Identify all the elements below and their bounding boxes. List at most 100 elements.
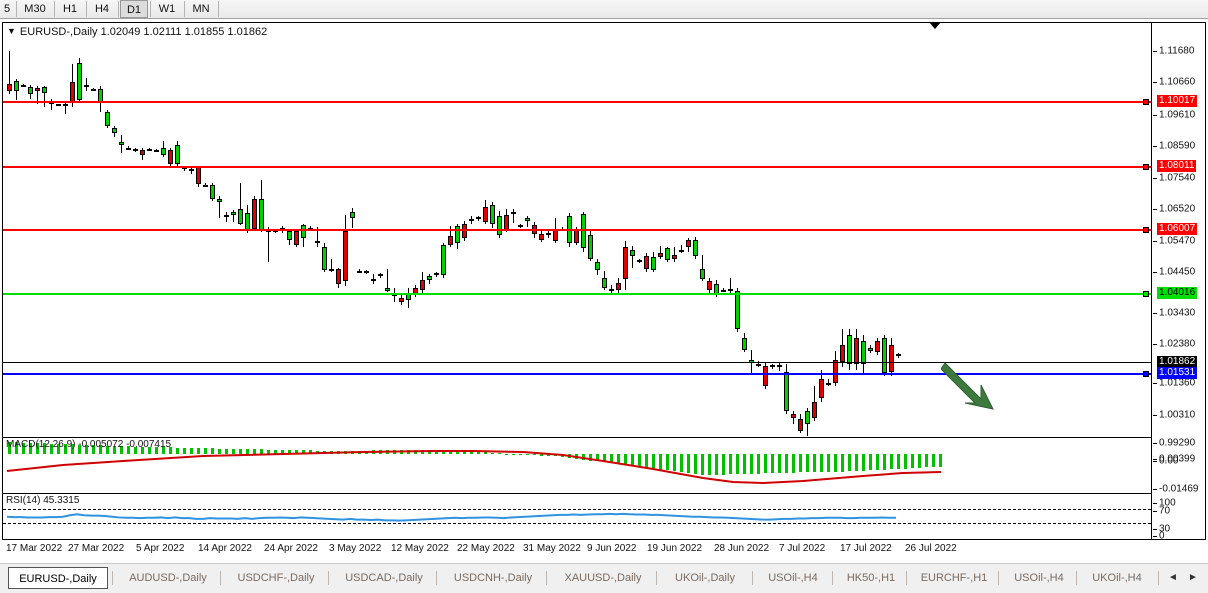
macd-histogram-bar — [274, 449, 277, 454]
chart-tab-xauusd--daily[interactable]: XAUUSD-,Daily — [564, 572, 642, 584]
chart-tab-usdcnh--daily[interactable]: USDCNH-,Daily — [453, 572, 533, 584]
chart-tab-ukoil--daily[interactable]: UKOil-,Daily — [675, 572, 735, 584]
timeframe-button-mn[interactable]: MN — [192, 3, 210, 15]
rsi-axis-tick: 70 — [1153, 506, 1170, 517]
tab-scroll-right-icon[interactable]: ► — [1188, 572, 1198, 583]
candle-body-down — [539, 233, 544, 240]
axis-tick-mark — [1153, 382, 1157, 384]
chart-tab-hk50--h1[interactable]: HK50-,H1 — [846, 572, 896, 584]
rsi-axis-tick: 30 — [1153, 524, 1170, 535]
candle-body-down — [574, 229, 579, 243]
macd-histogram-bar — [862, 454, 865, 471]
collapse-triangle-icon[interactable]: ▼ — [7, 26, 16, 36]
level-line-entry-1.01531[interactable] — [3, 371, 1151, 377]
level-handle[interactable] — [1143, 371, 1149, 377]
price-axis-tick: 1.02380 — [1153, 339, 1195, 350]
chart-tab-usdchf--daily[interactable]: USDCHF-,Daily — [237, 572, 315, 584]
candle-body-up — [427, 275, 432, 281]
price-tag-resistance-1.08011[interactable]: 1.08011 — [1157, 160, 1197, 172]
candle-body-up — [210, 185, 215, 200]
candle-body-up — [42, 87, 47, 93]
tab-scroll-left-icon[interactable]: ◄ — [1168, 572, 1178, 583]
rsi-line — [6, 512, 896, 522]
rsi-pane[interactable]: RSI(14) 45.3315 — [3, 494, 1151, 539]
chart-tab-usdcad--daily[interactable]: USDCAD-,Daily — [345, 572, 423, 584]
candle-body-down — [616, 283, 621, 291]
macd-histogram-bar — [512, 454, 515, 455]
price-tag-price-1.01862[interactable]: 1.01862 — [1157, 356, 1198, 368]
candle-body-up — [784, 371, 789, 412]
candle-body-down — [336, 269, 341, 285]
candle-body-up — [378, 274, 383, 277]
candle-body-up — [203, 184, 208, 187]
macd-histogram-bar — [610, 454, 613, 464]
level-handle[interactable] — [1143, 227, 1149, 233]
candle-body-down — [420, 280, 425, 291]
candle-body-up — [602, 277, 607, 288]
timeframe-button-h4[interactable]: H4 — [94, 3, 110, 15]
price-tag-entry-1.01531[interactable]: 1.01531 — [1157, 367, 1198, 379]
candle-body-down — [763, 366, 768, 387]
candle-body-up — [133, 149, 138, 152]
timeframe-button-w1[interactable]: W1 — [158, 3, 176, 15]
macd-histogram-bar — [463, 450, 466, 454]
candle-body-up — [882, 338, 887, 374]
date-axis-label: 14 Apr 2022 — [198, 543, 252, 554]
candle-wick — [387, 269, 388, 293]
price-pane[interactable]: ▼ EURUSD-,Daily 1.02049 1.02111 1.01855 1… — [3, 23, 1151, 438]
level-line-resistance-1.06007[interactable] — [3, 227, 1151, 233]
macd-histogram-bar — [855, 454, 858, 471]
toolbar-separator — [118, 1, 119, 17]
axis-tick-mark — [1153, 240, 1157, 242]
level-line-resistance-1.08011[interactable] — [3, 164, 1151, 170]
level-handle[interactable] — [1143, 291, 1149, 297]
chart-tab-audusd--daily[interactable]: AUDUSD-,Daily — [129, 572, 207, 584]
toolbar-separator — [150, 1, 151, 17]
tab-separator — [546, 571, 547, 585]
rsi-band-30 — [3, 523, 1151, 525]
timeframe-button-d1[interactable]: D1 — [120, 0, 148, 18]
chart-tab-eurusd--daily[interactable]: EURUSD-,Daily — [8, 567, 108, 589]
axis-tick-mark — [1153, 114, 1157, 116]
price-tag-resistance-1.06007[interactable]: 1.06007 — [1157, 223, 1198, 235]
macd-histogram-bar — [624, 454, 627, 465]
chart-tab-usoil--h4[interactable]: USOil-,H4 — [768, 572, 818, 584]
timeframe-button-h1[interactable]: H1 — [62, 3, 78, 15]
axis-tick-mark — [1153, 145, 1157, 147]
level-handle[interactable] — [1143, 99, 1149, 105]
rsi-axis-tick: 0 — [1153, 531, 1165, 542]
level-line-resistance-1.10017[interactable] — [3, 99, 1151, 105]
macd-histogram-bar — [911, 454, 914, 469]
timeframe-button-m30[interactable]: M30 — [24, 3, 46, 15]
candle-body-up — [721, 289, 726, 292]
price-tag-support-1.04016[interactable]: 1.04016 — [1157, 287, 1198, 299]
price-axis-tick: 0.99290 — [1153, 438, 1195, 449]
candle-body-down — [462, 224, 467, 239]
price-scale[interactable]: 1.11680 1.10660 1.09610 1.08590 1.07540 1.065… — [1151, 23, 1205, 542]
level-handle[interactable] — [1143, 164, 1149, 170]
level-line-price-1.01862[interactable] — [3, 362, 1151, 363]
level-line-support-1.04016[interactable] — [3, 291, 1151, 297]
chart-tab-eurchf--h1[interactable]: EURCHF-,H1 — [920, 572, 988, 584]
candle-wick — [219, 195, 220, 219]
macd-histogram-bar — [106, 445, 109, 454]
macd-histogram-bar — [757, 454, 760, 474]
macd-histogram-bar — [120, 446, 123, 454]
macd-histogram-bar — [456, 450, 459, 454]
candle-body-down — [812, 401, 817, 418]
chart-tab-usoil--h4[interactable]: USOil-,H4 — [1014, 572, 1064, 584]
price-tag-resistance-1.10017[interactable]: 1.10017 — [1157, 95, 1198, 107]
macd-histogram-bar — [771, 454, 774, 474]
candle-body-down — [609, 288, 614, 292]
price-axis-tick: 1.09610 — [1153, 110, 1195, 121]
macd-histogram-bar — [925, 454, 928, 468]
timeframe-button-5[interactable]: 5 — [3, 3, 11, 15]
macd-histogram-bar — [729, 454, 732, 475]
macd-pane[interactable]: MACD(12,26,9) -0.005072 -0.007415 — [3, 438, 1151, 494]
candle-body-up — [112, 127, 117, 134]
chart-tab-ukoil--h4[interactable]: UKOil-,H4 — [1092, 572, 1142, 584]
macd-histogram-bar — [918, 454, 921, 468]
candle-body-up — [21, 84, 26, 87]
price-axis-tick: 1.05470 — [1153, 236, 1195, 247]
macd-histogram-bar — [36, 443, 39, 454]
